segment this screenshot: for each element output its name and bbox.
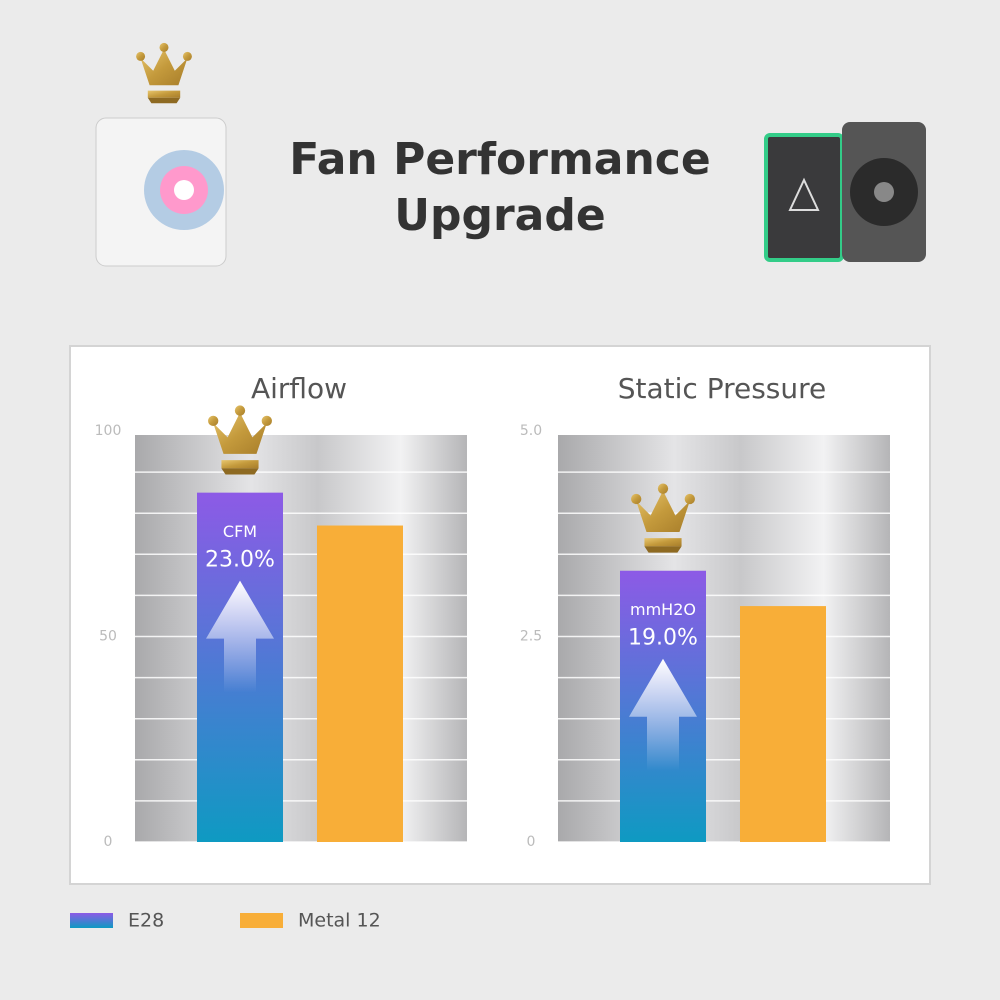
y-tick-label: 2.5: [520, 629, 542, 645]
bar: [740, 606, 826, 842]
y-tick-label: 100: [95, 423, 122, 439]
legend-label: Metal 12: [298, 910, 381, 932]
charts: Airflow 0 50 100 CFM 23.0% Static Pressure 0 2.5…: [95, 372, 890, 850]
plot-background: [135, 435, 467, 842]
y-tick-label: 0: [527, 834, 536, 850]
chart: Airflow 0 50 100 CFM 23.0%: [95, 372, 467, 850]
page-title: Fan Performance: [289, 134, 710, 185]
bar-increase: 23.0%: [205, 548, 275, 573]
bar-increase: 19.0%: [628, 626, 698, 651]
up-arrow: [206, 580, 274, 693]
up-arrow: [629, 658, 697, 771]
y-tick-label: 5.0: [520, 423, 542, 439]
product-left: [95, 42, 227, 267]
legend-swatch: [240, 913, 283, 928]
chart-title: Static Pressure: [618, 372, 827, 405]
plot-background: [558, 435, 890, 842]
chart: Static Pressure 0 2.5 5.0 mmH2O 19.0%: [520, 372, 890, 850]
bar: [317, 525, 403, 842]
legend-swatch: [70, 913, 113, 928]
bar-unit: mmH2O: [630, 600, 696, 619]
y-tick-label: 50: [99, 629, 117, 645]
y-tick-label: 0: [104, 834, 113, 850]
legend-label: E28: [128, 910, 164, 932]
chart-title: Airflow: [251, 372, 347, 405]
legend: E28 Metal 12: [70, 910, 381, 932]
page-title: Upgrade: [394, 190, 605, 241]
bar-unit: CFM: [223, 522, 257, 541]
product-right: [764, 122, 926, 262]
